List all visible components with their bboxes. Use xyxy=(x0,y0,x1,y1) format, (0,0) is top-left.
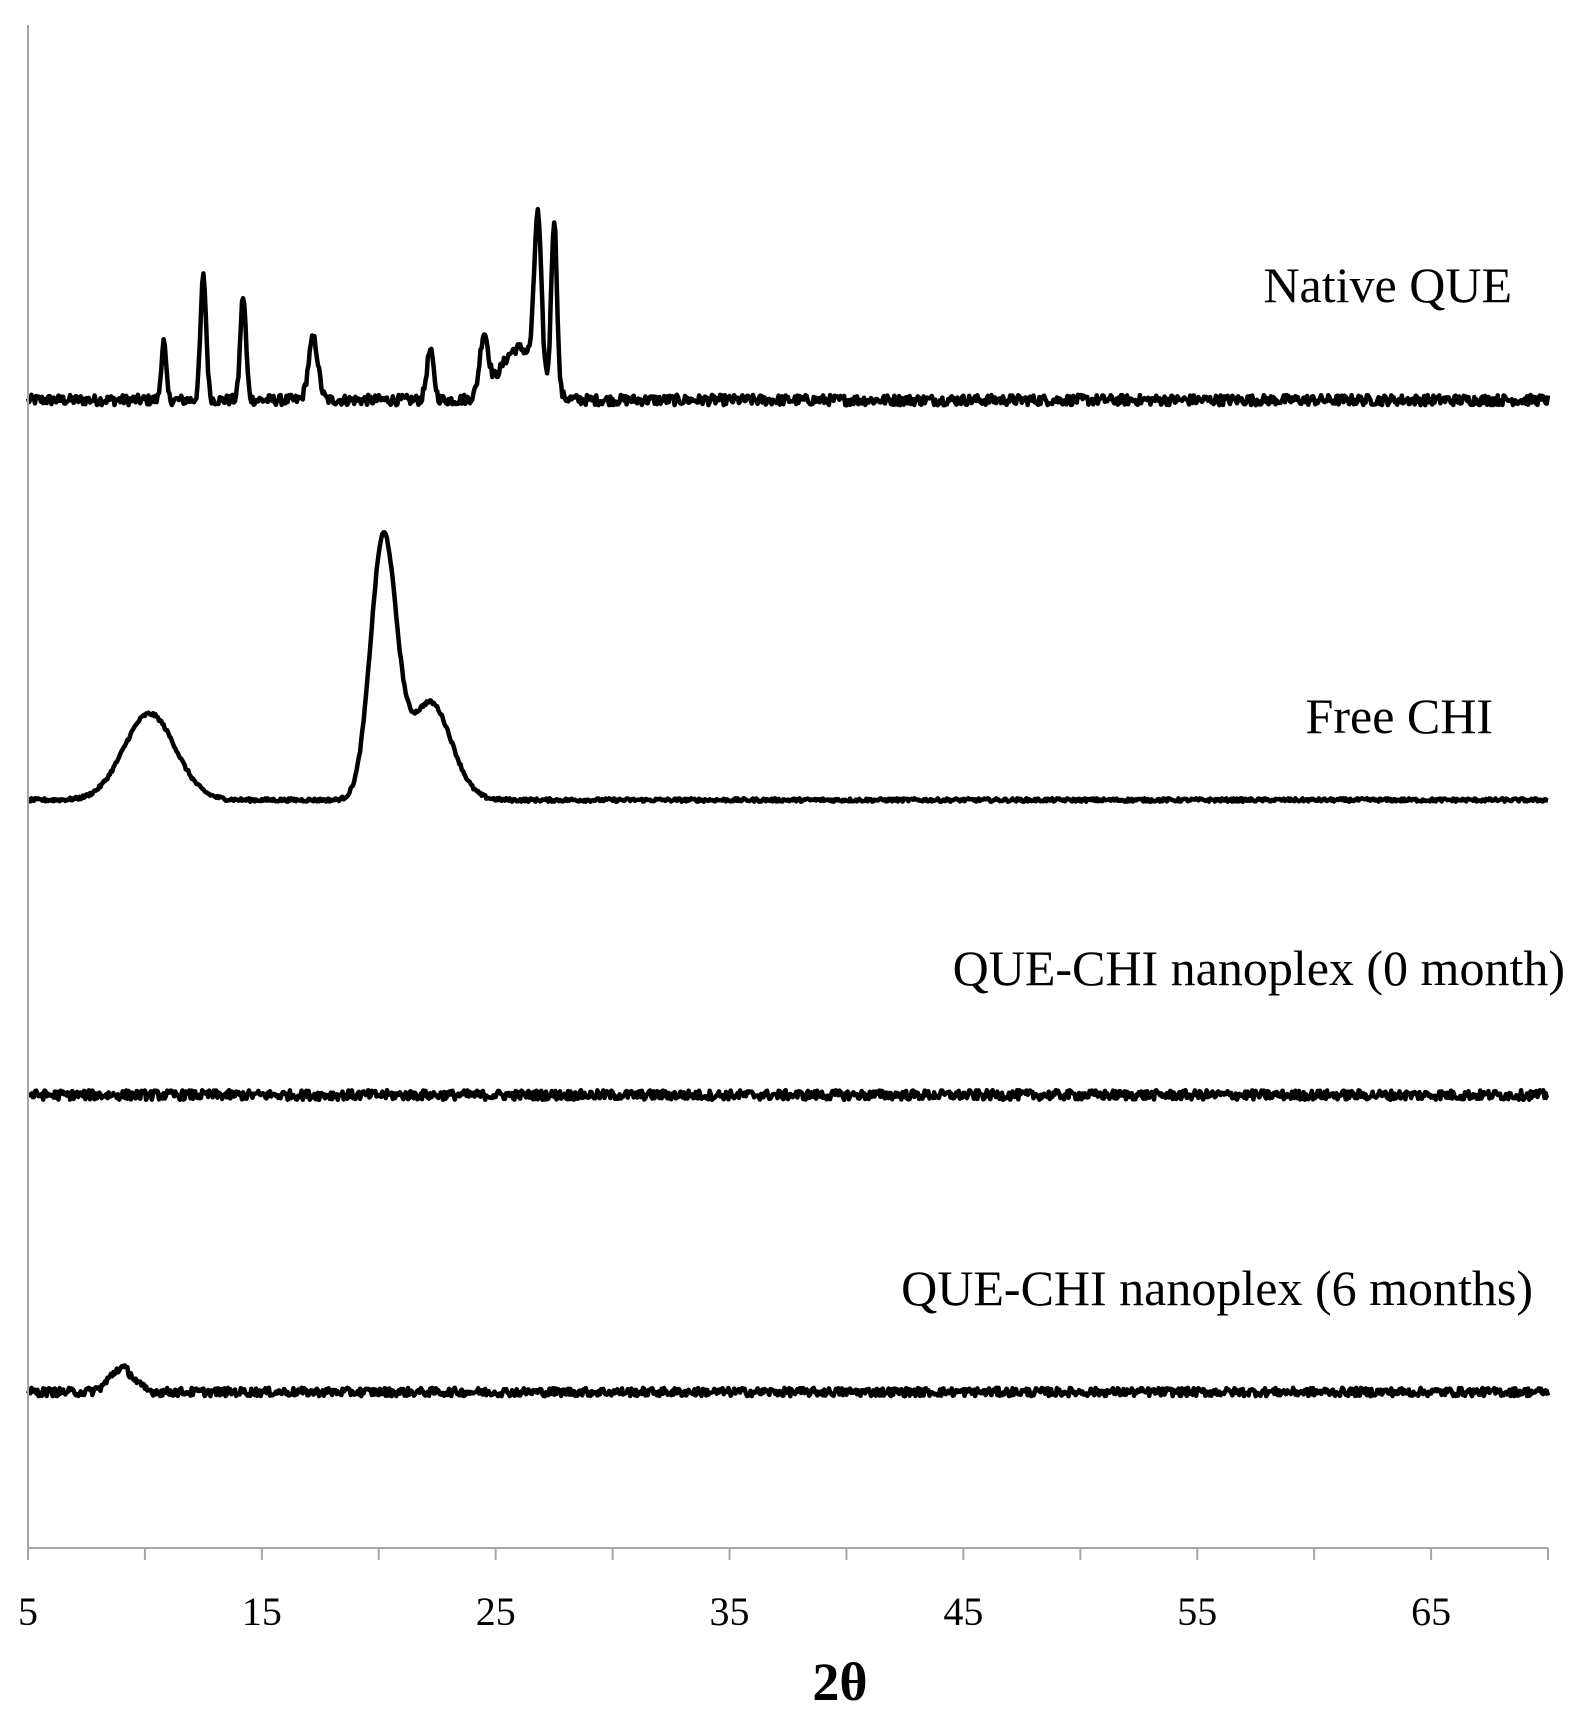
trace-3 xyxy=(26,1087,1550,1103)
x-tick-label: 65 xyxy=(1411,1589,1451,1634)
series-label-1: Native QUE xyxy=(1263,257,1512,313)
series-label-4: QUE-CHI nanoplex (6 months) xyxy=(901,1260,1533,1316)
series-labels-group: Native QUE Free CHI QUE-CHI nanoplex (0 mo… xyxy=(901,257,1565,1316)
x-tick-label: 55 xyxy=(1177,1589,1217,1634)
x-tick-label: 5 xyxy=(18,1589,38,1634)
x-ticks-group: 5 15 25 35 45 55 65 xyxy=(18,1548,1549,1634)
series-label-2: Free CHI xyxy=(1306,688,1493,744)
series-label-3: QUE-CHI nanoplex (0 month) xyxy=(953,940,1565,996)
x-tick-label: 35 xyxy=(710,1589,750,1634)
trace-2 xyxy=(26,530,1550,804)
x-tick-label: 45 xyxy=(943,1589,983,1634)
x-tick-label: 25 xyxy=(476,1589,516,1634)
trace-1 xyxy=(25,206,1551,408)
x-axis-label: 2θ xyxy=(812,1652,867,1712)
trace-4 xyxy=(25,1363,1551,1399)
x-tick-label: 15 xyxy=(242,1589,282,1634)
traces-group xyxy=(25,206,1551,1399)
